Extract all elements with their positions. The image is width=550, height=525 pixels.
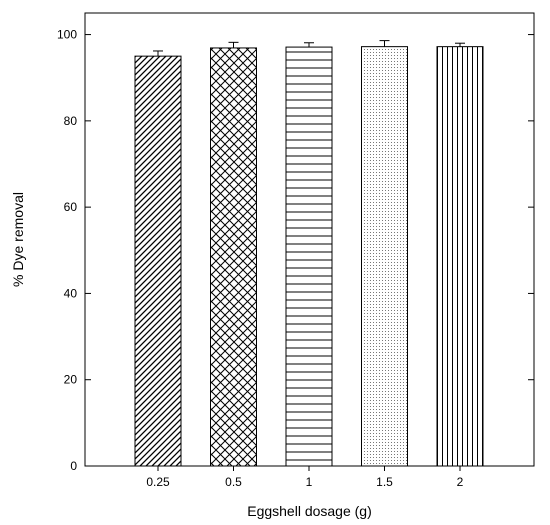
x-tick-label: 1 (306, 475, 313, 489)
bar-0.5 (210, 47, 257, 467)
y-tick-label: 60 (64, 200, 78, 214)
x-axis-title: Eggshell dosage (g) (247, 503, 372, 519)
x-tick-label: 0.5 (225, 475, 242, 489)
bar-1 (285, 46, 333, 467)
bar-0.25 (134, 55, 182, 467)
bar-1.5 (361, 46, 408, 467)
x-tick-label: 2 (457, 475, 464, 489)
x-tick-label: 1.5 (376, 475, 393, 489)
y-axis-title: % Dye removal (10, 192, 26, 287)
bars-group (134, 40, 484, 467)
y-tick-label: 0 (70, 459, 77, 473)
y-tick-label: 40 (64, 286, 78, 300)
x-tick-label: 0.25 (146, 475, 170, 489)
y-tick-label: 20 (64, 373, 78, 387)
y-axis-ticks: 0 20 40 60 80 100 (57, 28, 534, 473)
bar-2 (436, 46, 484, 467)
y-tick-label: 80 (64, 114, 78, 128)
x-axis-ticks: 0.25 0.5 1 1.5 2 (146, 466, 464, 489)
plot-frame (84, 12, 535, 467)
y-tick-label: 100 (57, 28, 77, 42)
